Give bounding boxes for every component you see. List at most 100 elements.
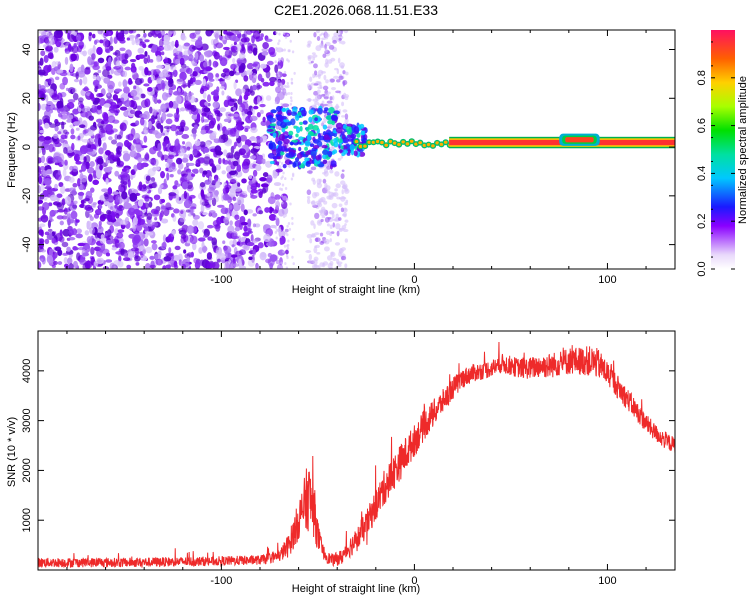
noise-blob bbox=[83, 86, 89, 92]
noise-blob-sparse bbox=[337, 263, 342, 268]
noise-blob bbox=[231, 235, 240, 240]
noise-blob bbox=[217, 112, 223, 117]
y-tick-label: 2000 bbox=[21, 458, 33, 482]
noise-blob bbox=[146, 232, 154, 236]
transition-blob bbox=[281, 135, 285, 142]
noise-blob bbox=[247, 218, 252, 227]
noise-blob bbox=[39, 129, 45, 134]
noise-blob bbox=[144, 51, 148, 57]
noise-blob bbox=[207, 72, 214, 80]
noise-blob bbox=[102, 38, 109, 48]
noise-blob-sparse bbox=[326, 195, 332, 200]
noise-blob bbox=[235, 30, 242, 35]
noise-blob bbox=[183, 42, 190, 47]
noise-blob bbox=[257, 242, 264, 249]
noise-blob bbox=[157, 99, 162, 104]
noise-blob bbox=[172, 91, 181, 96]
noise-blob bbox=[230, 45, 238, 52]
noise-blob bbox=[62, 228, 70, 237]
noise-blob bbox=[46, 255, 54, 264]
noise-blob bbox=[200, 129, 206, 135]
noise-blob bbox=[121, 168, 127, 172]
noise-blob bbox=[211, 241, 218, 250]
noise-blob bbox=[119, 174, 128, 178]
noise-blob bbox=[149, 264, 157, 269]
noise-blob-sparse bbox=[342, 80, 346, 87]
noise-blob bbox=[63, 129, 68, 135]
noise-blob bbox=[43, 122, 50, 129]
noise-blob bbox=[51, 264, 56, 269]
noise-blob-sparse bbox=[329, 169, 334, 174]
noise-blob bbox=[242, 154, 250, 159]
noise-blob bbox=[137, 54, 146, 59]
noise-blob bbox=[87, 214, 93, 218]
noise-blob bbox=[180, 210, 184, 215]
noise-blob-sparse bbox=[343, 211, 347, 218]
noise-blob bbox=[137, 199, 144, 207]
transition-blob bbox=[305, 161, 311, 167]
noise-blob-sparse bbox=[344, 118, 349, 124]
transition-blob bbox=[321, 144, 328, 149]
noise-blob bbox=[252, 169, 258, 177]
noise-blob bbox=[57, 209, 66, 213]
noise-blob bbox=[107, 151, 115, 160]
noise-blob bbox=[171, 213, 175, 218]
noise-blob bbox=[275, 200, 281, 208]
noise-blob bbox=[143, 238, 149, 247]
noise-blob bbox=[157, 142, 162, 152]
noise-blob bbox=[175, 127, 179, 137]
noise-blob-light bbox=[275, 236, 278, 240]
noise-blob-sparse bbox=[339, 62, 345, 69]
noise-blob bbox=[80, 199, 85, 205]
noise-blob bbox=[63, 207, 68, 215]
y-tick-label: 40 bbox=[21, 43, 33, 55]
transition-blob bbox=[346, 152, 351, 156]
noise-blob-light bbox=[292, 262, 295, 266]
noise-blob-sparse bbox=[314, 100, 319, 106]
noise-blob bbox=[91, 53, 96, 60]
noise-blob bbox=[62, 252, 69, 256]
noise-blob bbox=[183, 249, 187, 254]
noise-blob bbox=[38, 206, 45, 211]
noise-blob-sparse bbox=[329, 96, 333, 101]
noise-blob bbox=[215, 150, 223, 156]
noise-blob-sparse bbox=[335, 103, 339, 110]
noise-blob-sparse bbox=[329, 260, 334, 266]
noise-blob bbox=[49, 211, 53, 217]
noise-blob bbox=[118, 255, 122, 263]
noise-blob bbox=[181, 133, 190, 140]
noise-blob-sparse bbox=[323, 246, 330, 252]
transition-blob bbox=[287, 112, 292, 116]
noise-blob bbox=[135, 262, 140, 266]
transition-blob bbox=[282, 163, 287, 169]
noise-blob bbox=[162, 241, 167, 249]
noise-blob-sparse bbox=[320, 218, 324, 223]
noise-blob bbox=[93, 260, 99, 267]
noise-blob bbox=[217, 30, 223, 34]
noise-blob-light bbox=[287, 222, 291, 226]
noise-blob bbox=[100, 196, 104, 202]
noise-blob bbox=[54, 61, 61, 65]
noise-blob bbox=[75, 127, 80, 131]
noise-blob bbox=[185, 141, 193, 150]
noise-blob bbox=[238, 52, 246, 60]
noise-blob bbox=[88, 32, 93, 37]
noise-blob bbox=[159, 184, 164, 189]
noise-blob bbox=[220, 207, 229, 215]
noise-blob bbox=[240, 101, 249, 111]
noise-blob-light bbox=[286, 224, 289, 228]
noise-blob bbox=[180, 84, 188, 88]
noise-blob bbox=[64, 159, 68, 166]
noise-blob bbox=[68, 43, 72, 52]
noise-blob bbox=[117, 229, 125, 233]
noise-blob bbox=[103, 173, 109, 179]
noise-blob bbox=[154, 253, 162, 261]
noise-blob bbox=[141, 194, 150, 199]
noise-blob bbox=[204, 260, 211, 269]
noise-blob bbox=[183, 229, 187, 233]
noise-blob-sparse bbox=[314, 237, 321, 242]
noise-blob bbox=[204, 179, 212, 185]
noise-blob bbox=[189, 206, 194, 216]
noise-blob bbox=[63, 146, 68, 154]
